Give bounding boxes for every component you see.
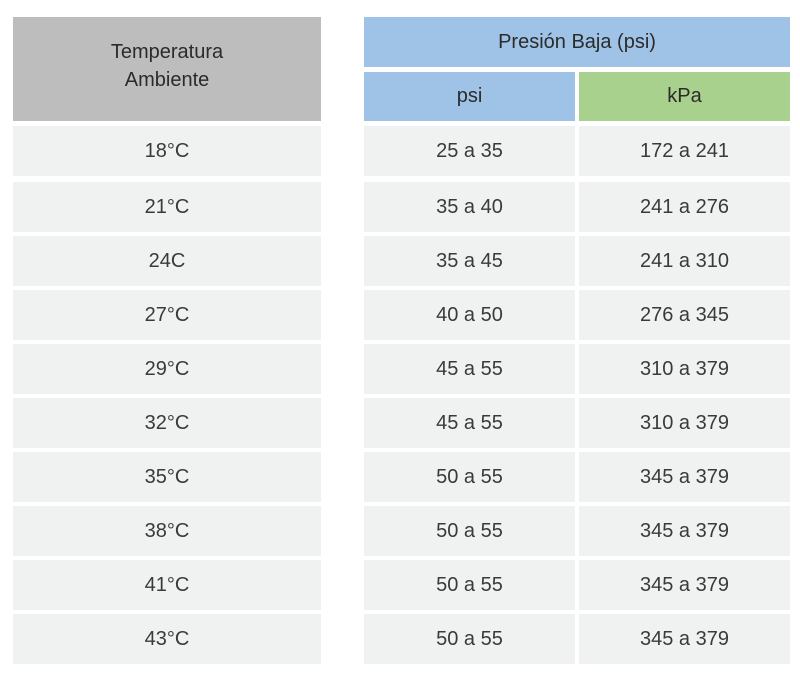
header-presion-baja: Presión Baja (psi) [364, 17, 790, 67]
cell-temp: 29°C [13, 344, 321, 394]
cell-psi: 45 a 55 [364, 398, 575, 448]
cell-kpa: 345 a 379 [579, 560, 790, 610]
header-temp-line1: Temperatura [110, 41, 224, 63]
cell-psi: 40 a 50 [364, 290, 575, 340]
cell-kpa: 345 a 379 [579, 506, 790, 556]
cell-kpa: 241 a 276 [579, 182, 790, 232]
cell-temp: 24C [13, 236, 321, 286]
cell-kpa: 345 a 379 [579, 452, 790, 502]
cell-psi: 35 a 45 [364, 236, 575, 286]
header-psi: psi [364, 72, 575, 121]
cell-kpa: 310 a 379 [579, 344, 790, 394]
cell-psi: 45 a 55 [364, 344, 575, 394]
cell-psi: 50 a 55 [364, 452, 575, 502]
cell-psi: 35 a 40 [364, 182, 575, 232]
cell-temp: 18°C [13, 126, 321, 176]
header-kpa: kPa [579, 72, 790, 121]
cell-kpa: 172 a 241 [579, 126, 790, 176]
cell-psi: 50 a 55 [364, 560, 575, 610]
header-temp-line2: Ambiente [124, 69, 210, 91]
cell-kpa: 345 a 379 [579, 614, 790, 664]
cell-temp: 21°C [13, 182, 321, 232]
cell-kpa: 241 a 310 [579, 236, 790, 286]
cell-psi: 50 a 55 [364, 506, 575, 556]
cell-temp: 41°C [13, 560, 321, 610]
cell-temp: 32°C [13, 398, 321, 448]
cell-temp: 27°C [13, 290, 321, 340]
cell-temp: 43°C [13, 614, 321, 664]
cell-temp: 35°C [13, 452, 321, 502]
cell-psi: 50 a 55 [364, 614, 575, 664]
cell-kpa: 310 a 379 [579, 398, 790, 448]
cell-temp: 38°C [13, 506, 321, 556]
cell-kpa: 276 a 345 [579, 290, 790, 340]
header-temperatura-ambiente: Temperatura Ambiente [13, 17, 321, 121]
cell-psi: 25 a 35 [364, 126, 575, 176]
